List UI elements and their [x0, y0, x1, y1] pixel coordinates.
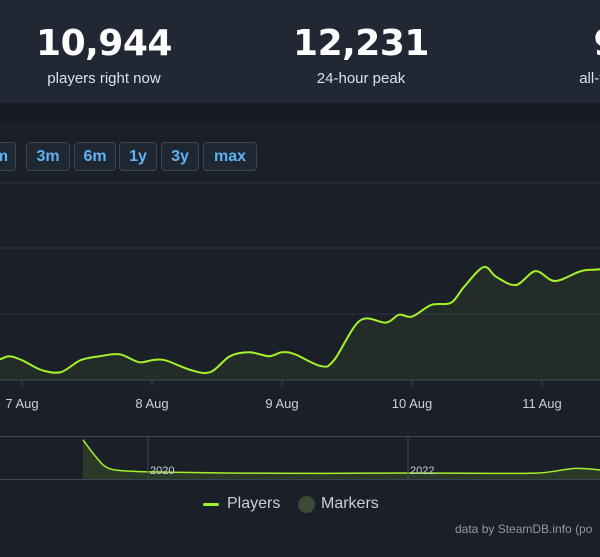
stat-label: 24-hour peak [316, 70, 406, 87]
players-series-line[interactable] [0, 263, 600, 375]
marker-dot-icon [298, 495, 315, 513]
chart-legend: Players Markers [0, 495, 600, 517]
range-button-max[interactable]: max [203, 142, 257, 171]
range-button-6m[interactable]: 6m [74, 142, 116, 171]
stat-players-now: 10,944 players right now [0, 22, 224, 87]
stats-bar: 10,944 players right now 12,231 24-hour … [0, 0, 600, 103]
players-area-fill [0, 266, 600, 380]
range-button-1m[interactable]: m [0, 142, 16, 171]
legend-item-players[interactable]: Players [203, 495, 280, 513]
x-axis-tick-label: 11 Aug [522, 396, 562, 411]
stat-label: all-time pea [579, 70, 600, 87]
range-button-1y[interactable]: 1y [119, 142, 157, 171]
navigator-tick-label: 2022 [410, 465, 434, 477]
x-axis-tick-label: 10 Aug [392, 396, 433, 411]
section-divider [0, 103, 600, 122]
navigator-area-fill [83, 439, 600, 479]
range-button-3y[interactable]: 3y [161, 142, 199, 171]
legend-label: Players [227, 495, 281, 512]
line-swatch-icon [203, 502, 219, 506]
player-count-chart[interactable]: 7 Aug 8 Aug 9 Aug 10 Aug 11 Aug [0, 180, 600, 420]
stat-value: 10,944 [36, 23, 172, 64]
navigator-tick-label: 2020 [150, 465, 174, 477]
x-axis-tick-label: 8 Aug [135, 396, 168, 411]
stat-label: players right now [47, 70, 161, 87]
range-button-3m[interactable]: 3m [26, 142, 70, 171]
x-axis-tick-label: 9 Aug [265, 396, 298, 411]
x-axis-tick-label: 7 Aug [5, 396, 38, 411]
stat-value: 12,231 [293, 23, 429, 64]
stat-24h-peak: 12,231 24-hour peak [241, 22, 481, 87]
navigator-chart[interactable]: 2020 2022 [0, 436, 600, 480]
data-credit: data by SteamDB.info (po [455, 522, 593, 536]
stat-value: 93 [498, 22, 600, 66]
legend-label: Markers [321, 495, 379, 512]
navigator-series-line [82, 439, 600, 475]
stat-all-time-peak: 93 all-time pea [498, 22, 600, 87]
legend-item-markers[interactable]: Markers [298, 495, 379, 513]
